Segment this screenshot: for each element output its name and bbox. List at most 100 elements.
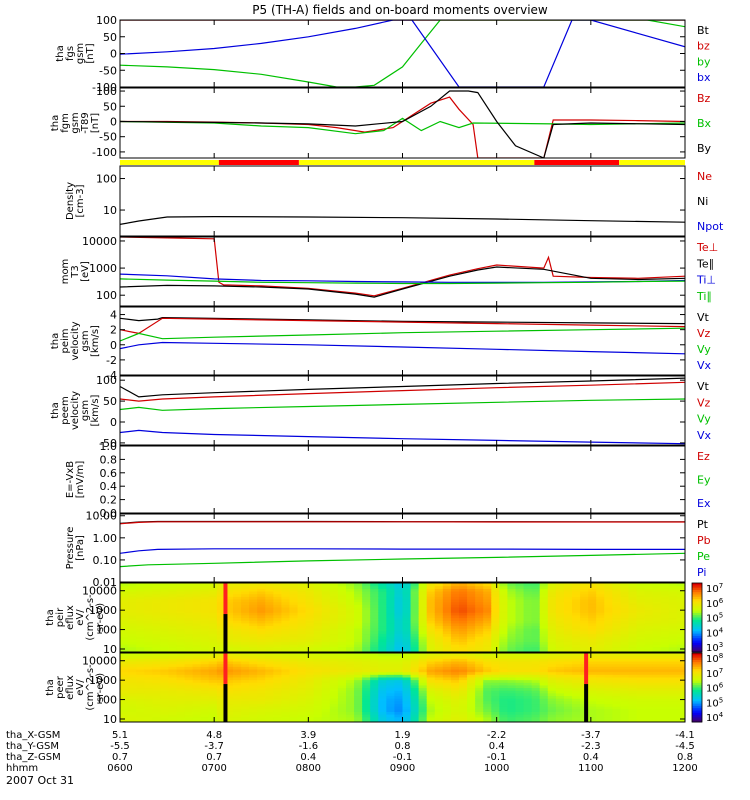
heatmap-cell xyxy=(305,622,315,627)
heatmap-cell xyxy=(531,649,541,652)
heatmap-cell xyxy=(144,633,153,637)
heatmap-cell xyxy=(249,604,258,608)
heatmap-cell xyxy=(547,628,557,632)
heatmap-cell xyxy=(555,585,565,589)
heatmap-cell xyxy=(144,692,153,697)
heatmap-cell xyxy=(402,653,412,657)
heatmap-cell xyxy=(410,679,420,683)
heatmap-cell xyxy=(200,668,210,673)
heatmap-cell xyxy=(547,606,557,611)
heatmap-cell xyxy=(410,612,420,616)
heatmap-cell xyxy=(241,660,250,665)
heatmap-cell xyxy=(442,636,452,640)
heatmap-cell xyxy=(563,700,573,705)
heatmap-cell xyxy=(160,703,170,707)
heatmap-cell xyxy=(547,622,557,627)
heatmap-cell xyxy=(362,604,371,608)
heatmap-cell xyxy=(265,716,274,720)
colorbar-step xyxy=(692,666,702,670)
heatmap-cell xyxy=(144,583,153,587)
heatmap-cell xyxy=(329,622,339,627)
heatmap-cell xyxy=(539,620,549,624)
heatmap-cell xyxy=(604,687,613,691)
heatmap-cell xyxy=(200,660,210,665)
heatmap-cell xyxy=(563,596,573,600)
heatmap-cell xyxy=(249,588,258,592)
heatmap-cell xyxy=(289,708,299,712)
heatmap-cell xyxy=(450,714,460,718)
heatmap-cell xyxy=(426,601,436,605)
heatmap-cell xyxy=(588,646,597,650)
heatmap-cell xyxy=(305,684,315,689)
heatmap-cell xyxy=(507,620,517,624)
heatmap-cell xyxy=(628,666,638,670)
heatmap-cell xyxy=(184,658,194,662)
heatmap-cell xyxy=(120,653,129,657)
heatmap-cell xyxy=(136,716,145,720)
heatmap-cell xyxy=(208,638,218,642)
heatmap-cell xyxy=(394,633,404,637)
heatmap-cell xyxy=(184,636,194,640)
heatmap-cell xyxy=(402,590,412,595)
heatmap-cell xyxy=(644,684,654,689)
heatmap-cell xyxy=(354,687,363,691)
heatmap-cell xyxy=(499,716,509,720)
heatmap-cell xyxy=(434,660,444,665)
heatmap-cell xyxy=(507,636,517,640)
heatmap-cell xyxy=(523,601,533,605)
heatmap-cell xyxy=(120,684,129,689)
heatmap-cell xyxy=(192,690,202,694)
heatmap-cell xyxy=(378,588,387,592)
heatmap-cell xyxy=(434,698,444,702)
heatmap-cell xyxy=(523,596,533,600)
heatmap-cell xyxy=(604,679,613,683)
heatmap-cell xyxy=(281,695,291,699)
heatmap-cell xyxy=(572,625,581,629)
gap-column-bottom xyxy=(223,684,228,722)
heatmap-cell xyxy=(507,649,517,652)
heatmap-cell xyxy=(354,658,363,662)
heatmap-cell xyxy=(588,687,597,691)
heatmap-cell xyxy=(450,593,460,597)
heatmap-cell xyxy=(426,692,436,697)
colorbar-step xyxy=(692,629,702,632)
heatmap-cell xyxy=(346,668,355,673)
heatmap-cell xyxy=(563,692,573,697)
heatmap-cell xyxy=(652,609,662,613)
heatmap-cell xyxy=(507,606,517,611)
heatmap-cell xyxy=(636,687,646,691)
heatmap-cell xyxy=(563,641,573,645)
heatmap-cell xyxy=(329,711,339,715)
heatmap-cell xyxy=(660,668,670,673)
heatmap-cell xyxy=(160,653,170,657)
ytick-label: 0.4 xyxy=(100,480,118,493)
heatmap-cell xyxy=(418,636,428,640)
heatmap-cell xyxy=(450,692,460,697)
heatmap-cell xyxy=(572,668,581,673)
heatmap-cell xyxy=(676,614,685,619)
heatmap-cell xyxy=(297,604,307,608)
heatmap-cell xyxy=(531,606,541,611)
heatmap-cell xyxy=(459,614,468,619)
heatmap-cell xyxy=(160,663,170,667)
heatmap-cell xyxy=(184,653,194,657)
heatmap-cell xyxy=(555,583,565,587)
heatmap-cell xyxy=(507,612,517,616)
heatmap-cell xyxy=(572,593,581,597)
heatmap-cell xyxy=(467,588,476,592)
heatmap-cell xyxy=(563,590,573,595)
heatmap-cell xyxy=(523,711,533,715)
heatmap-cell xyxy=(628,601,638,605)
heatmap-cell xyxy=(491,601,500,605)
heatmap-cell xyxy=(152,684,161,689)
series-line-pressure-Pi xyxy=(120,548,685,554)
heatmap-cell xyxy=(233,714,242,718)
heatmap-cell xyxy=(265,703,274,707)
heatmap-cell xyxy=(184,593,194,597)
heatmap-cell xyxy=(604,706,613,710)
heatmap-cell xyxy=(483,625,492,629)
heatmap-cell xyxy=(184,666,194,670)
heatmap-cell xyxy=(394,653,404,657)
heatmap-cell xyxy=(555,682,565,686)
heatmap-cell xyxy=(612,711,622,715)
